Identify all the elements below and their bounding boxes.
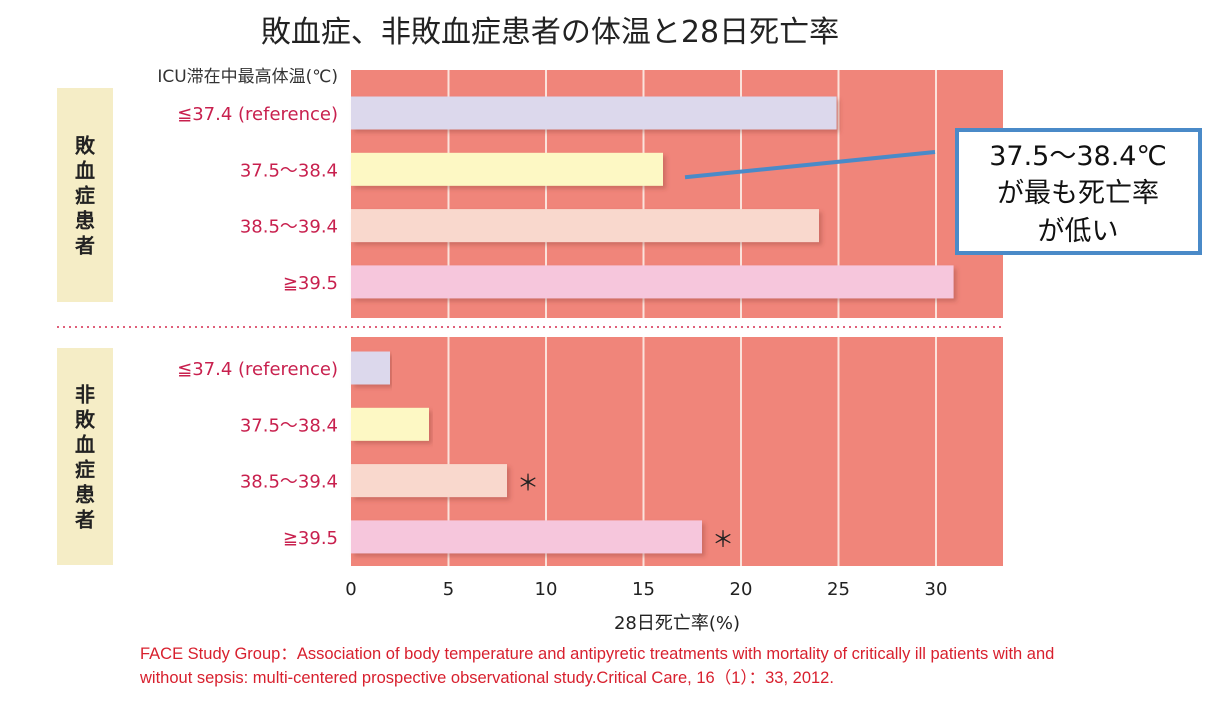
bar bbox=[351, 265, 954, 299]
bar bbox=[351, 520, 702, 554]
bar bbox=[351, 351, 390, 385]
x-tick-label: 25 bbox=[827, 579, 850, 600]
bar bbox=[351, 407, 429, 441]
group-label-char: 症 bbox=[75, 184, 95, 208]
x-tick-label: 0 bbox=[345, 579, 356, 600]
category-label: 37.5〜38.4 bbox=[240, 160, 338, 181]
x-axis-title: 28日死亡率(%) bbox=[614, 613, 740, 634]
group-label-char: 症 bbox=[75, 458, 95, 482]
x-tick-label: 5 bbox=[443, 579, 454, 600]
bar bbox=[351, 209, 819, 243]
callout-line-2: が最も死亡率 bbox=[997, 178, 1159, 209]
significance-marker: ＊ bbox=[712, 528, 734, 553]
plot-panels: 敗血症患者≦37.4 (reference)37.5〜38.438.5〜39.4… bbox=[57, 70, 1003, 566]
bar bbox=[351, 152, 663, 186]
panel-sepsis: 敗血症患者 ≦37.4 (reference) 37.5〜38.4 38.5〜39.4… bbox=[57, 70, 1003, 318]
group-label-char: 患 bbox=[75, 483, 95, 507]
callout-line-3: が低い bbox=[1038, 216, 1119, 247]
group-label-char: 敗 bbox=[75, 408, 96, 432]
x-tick-label: 20 bbox=[730, 579, 753, 600]
group-label-char: 血 bbox=[75, 159, 95, 183]
category-label: 38.5〜39.4 bbox=[240, 217, 338, 238]
bar bbox=[351, 464, 507, 498]
category-label: ≦37.4 (reference) bbox=[177, 359, 338, 380]
category-label: 37.5〜38.4 bbox=[240, 415, 338, 436]
significance-marker: ＊ bbox=[517, 472, 539, 497]
category-label: ≦37.4 (reference) bbox=[177, 104, 338, 125]
group-label-char: 患 bbox=[75, 209, 95, 233]
x-tick-label: 30 bbox=[925, 579, 948, 600]
group-label-char: 者 bbox=[74, 234, 95, 258]
group-label-box bbox=[57, 348, 113, 565]
citation-line-2: without sepsis: multi-centered prospecti… bbox=[140, 669, 834, 687]
callout-pointer-line bbox=[684, 150, 936, 180]
x-tick-label: 10 bbox=[535, 579, 558, 600]
group-label-char: 非 bbox=[75, 383, 95, 407]
y-axis-title: ICU滞在中最高体温(℃) bbox=[157, 67, 338, 87]
callout-line-1: 37.5〜38.4℃ bbox=[989, 141, 1167, 172]
category-label: 38.5〜39.4 bbox=[240, 472, 338, 493]
group-label-char: 血 bbox=[75, 433, 95, 457]
callout: 37.5〜38.4℃ が最も死亡率 が低い bbox=[684, 128, 1202, 255]
x-axis-ticks: 0 5 10 15 20 25 30 bbox=[345, 579, 947, 600]
category-label: ≧39.5 bbox=[283, 273, 338, 294]
panel-non-sepsis: 非敗血症患者 ≦37.4 (reference) 37.5〜38.4 38.5〜39.… bbox=[57, 337, 1003, 566]
group-label-box bbox=[57, 88, 113, 302]
chart-title: 敗血症、非敗血症患者の体温と28日死亡率 bbox=[261, 15, 839, 50]
category-label: ≧39.5 bbox=[283, 528, 338, 549]
x-tick-label: 15 bbox=[632, 579, 655, 600]
callout-box bbox=[955, 128, 1202, 255]
citation-line-1: FACE Study Group：Association of body tem… bbox=[140, 645, 1055, 663]
bar bbox=[351, 96, 837, 130]
group-label-char: 者 bbox=[74, 508, 95, 532]
group-label-char: 敗 bbox=[75, 134, 96, 158]
citation: FACE Study Group：Association of body tem… bbox=[140, 642, 1210, 690]
